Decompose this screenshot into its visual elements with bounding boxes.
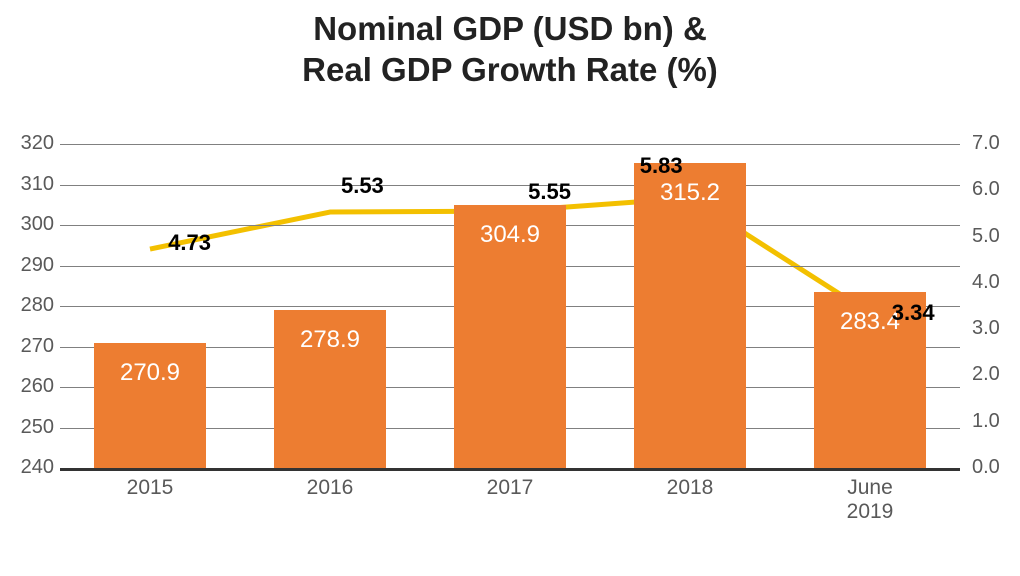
growth-line-label: 5.83 (640, 153, 683, 179)
plot-area: 270.9278.9304.9315.2283.44.735.535.555.8… (60, 144, 960, 468)
right-axis-tick: 7.0 (972, 132, 1000, 155)
gridline (60, 144, 960, 145)
right-axis-tick: 2.0 (972, 363, 1000, 386)
gdp-bar-label: 278.9 (300, 326, 360, 354)
left-axis-tick: 250 (6, 416, 54, 439)
x-axis-label: 2018 (667, 476, 714, 500)
growth-line-label: 5.53 (341, 173, 384, 199)
gdp-chart: Nominal GDP (USD bn) & Real GDP Growth Ra… (0, 0, 1020, 576)
left-axis-tick: 320 (6, 132, 54, 155)
right-axis-tick: 6.0 (972, 178, 1000, 201)
left-axis-tick: 270 (6, 335, 54, 358)
x-axis-label: June 2019 (847, 476, 894, 524)
right-axis-tick: 1.0 (972, 410, 1000, 433)
chart-title: Nominal GDP (USD bn) & Real GDP Growth Ra… (0, 8, 1020, 91)
x-axis-label: 2017 (487, 476, 534, 500)
right-axis-tick: 3.0 (972, 317, 1000, 340)
gridline (60, 185, 960, 186)
gdp-bar-label: 315.2 (660, 179, 720, 207)
chart-title-line: Nominal GDP (USD bn) & (313, 10, 707, 47)
growth-line-label: 3.34 (892, 300, 935, 326)
right-axis-tick: 4.0 (972, 271, 1000, 294)
growth-line-label: 4.73 (168, 230, 211, 256)
left-axis-tick: 290 (6, 254, 54, 277)
left-axis-tick: 280 (6, 294, 54, 317)
gridline (60, 468, 960, 471)
gdp-bar-label: 270.9 (120, 359, 180, 387)
x-axis-label: 2015 (127, 476, 174, 500)
right-axis-tick: 0.0 (972, 456, 1000, 479)
growth-line-label: 5.55 (528, 179, 571, 205)
gdp-bar-label: 304.9 (480, 221, 540, 249)
left-axis-tick: 300 (6, 213, 54, 236)
gdp-bar (634, 163, 746, 468)
right-axis-tick: 5.0 (972, 225, 1000, 248)
left-axis-tick: 260 (6, 375, 54, 398)
x-axis-label: 2016 (307, 476, 354, 500)
left-axis-tick: 310 (6, 173, 54, 196)
chart-title-line: Real GDP Growth Rate (%) (302, 51, 718, 88)
left-axis-tick: 240 (6, 456, 54, 479)
